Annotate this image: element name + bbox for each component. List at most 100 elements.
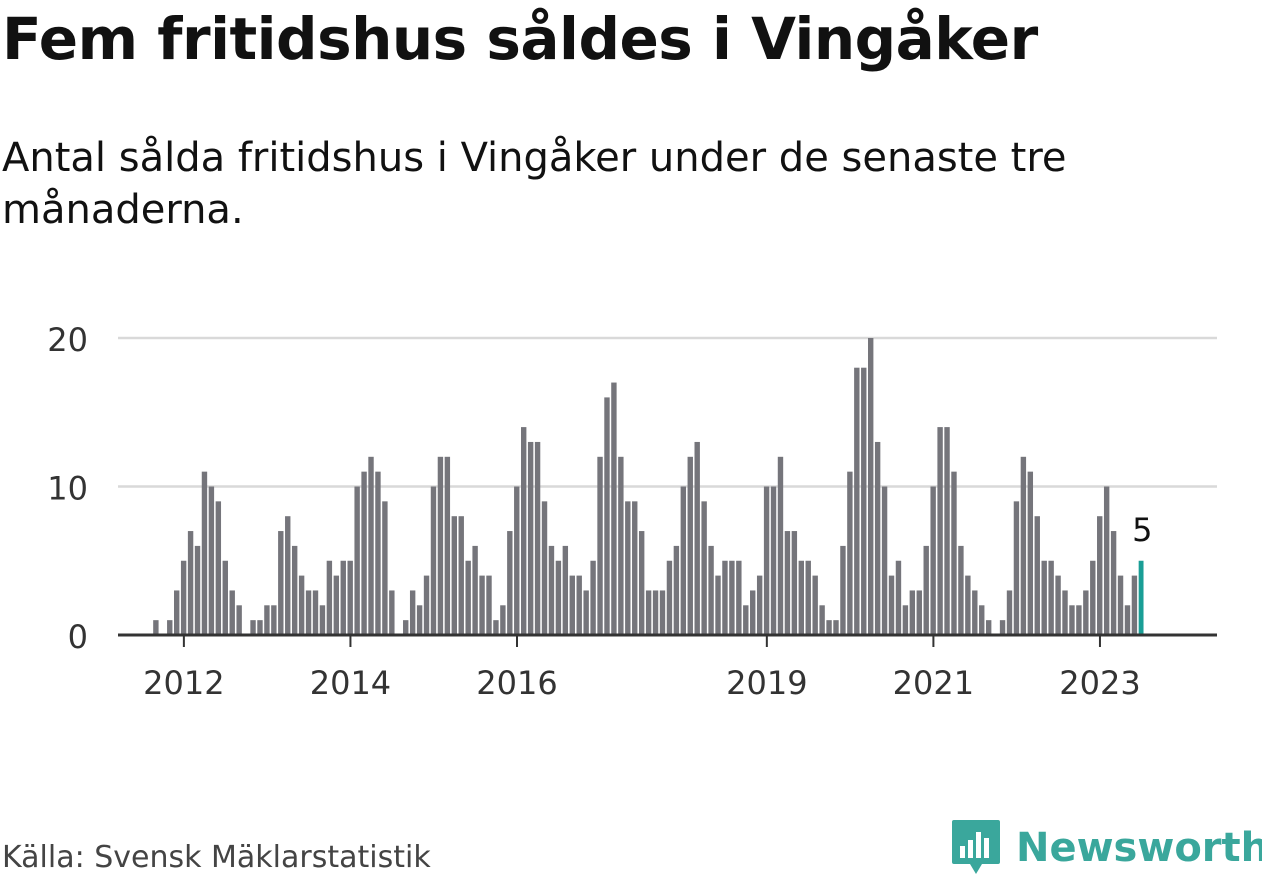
bar <box>750 590 756 635</box>
chart-subtitle: Antal sålda fritidshus i Vingåker under … <box>2 135 1067 233</box>
bar <box>805 560 811 635</box>
latest-value-label: 5 <box>1132 511 1152 549</box>
bar <box>1013 501 1020 635</box>
x-tick-label: 2019 <box>726 664 807 702</box>
bar <box>826 620 832 635</box>
bar <box>521 427 527 635</box>
bar <box>423 575 430 635</box>
bar <box>472 545 478 635</box>
bar <box>167 620 173 635</box>
bar <box>833 620 839 635</box>
grid-lines <box>118 336 1217 488</box>
bar <box>451 516 457 635</box>
bar <box>312 590 319 635</box>
bar <box>756 575 763 635</box>
bar <box>868 338 874 635</box>
x-tick-labels: 2012 2014 2016 2019 2021 2023 <box>143 635 1141 702</box>
bar <box>638 531 645 635</box>
bar <box>840 545 846 635</box>
bar <box>347 560 353 635</box>
bar <box>403 620 409 635</box>
bar <box>590 560 596 635</box>
x-tick-label: 2014 <box>310 664 391 702</box>
bar <box>847 471 853 635</box>
brand-name: Newsworthy <box>1016 825 1262 871</box>
bar <box>555 560 562 635</box>
bar <box>819 605 825 635</box>
bar <box>444 456 451 635</box>
bar <box>895 560 902 635</box>
bar <box>507 531 513 635</box>
bar <box>902 605 909 635</box>
y-tick-label: 20 <box>47 321 88 359</box>
bar <box>854 367 860 635</box>
bar-latest <box>1138 560 1144 635</box>
bar <box>298 575 305 635</box>
bar <box>1117 575 1124 635</box>
y-tick-label: 0 <box>68 618 88 656</box>
bar <box>285 516 291 635</box>
source-note: Källa: Svensk Mäklarstatistik <box>2 840 431 875</box>
bar <box>201 471 208 635</box>
bar <box>1034 516 1040 635</box>
bar <box>257 620 263 635</box>
y-tick-label: 10 <box>47 470 88 508</box>
bar <box>514 486 520 635</box>
bar <box>979 605 985 635</box>
bar <box>174 590 180 635</box>
bar <box>680 486 687 635</box>
bar <box>291 545 298 635</box>
bar <box>430 486 437 635</box>
bar <box>611 382 617 635</box>
bar <box>791 531 798 635</box>
bar <box>812 575 818 635</box>
bar <box>583 590 589 635</box>
bar <box>652 590 659 635</box>
bar <box>493 620 499 635</box>
chart-title: Fem fritidshus såldes i Vingåker <box>2 5 1038 73</box>
bar <box>736 560 742 635</box>
bar <box>368 456 374 635</box>
bar <box>340 560 346 635</box>
bar <box>1069 605 1075 635</box>
bar <box>153 620 159 635</box>
bar <box>645 590 652 635</box>
bar <box>937 427 943 635</box>
bar <box>1041 560 1047 635</box>
x-tick-label: 2021 <box>893 664 974 702</box>
bar <box>597 456 603 635</box>
bar <box>1062 590 1068 635</box>
bar <box>909 590 916 635</box>
bar <box>180 560 187 635</box>
bar <box>1090 560 1096 635</box>
bar <box>409 590 416 635</box>
bar <box>694 441 700 635</box>
bar <box>382 501 388 635</box>
bars <box>153 338 1144 635</box>
newsworthy-logo-icon <box>952 820 1000 874</box>
bar <box>250 620 256 635</box>
bar <box>236 605 242 635</box>
bar <box>1055 575 1061 635</box>
bar <box>1103 486 1110 635</box>
bar <box>319 605 326 635</box>
bar <box>194 545 201 635</box>
bar <box>354 486 360 635</box>
bar <box>874 441 881 635</box>
bar <box>618 456 624 635</box>
bar <box>1020 456 1027 635</box>
bar <box>687 456 693 635</box>
bar <box>305 590 312 635</box>
bar <box>500 605 506 635</box>
bar <box>715 575 721 635</box>
bar <box>569 575 575 635</box>
bar <box>632 501 638 635</box>
bar <box>708 545 714 635</box>
bar <box>916 590 922 635</box>
bar <box>333 575 340 635</box>
bar <box>1124 605 1131 635</box>
x-tick-label: 2023 <box>1059 664 1140 702</box>
bar <box>951 471 957 635</box>
bar <box>1110 531 1117 635</box>
